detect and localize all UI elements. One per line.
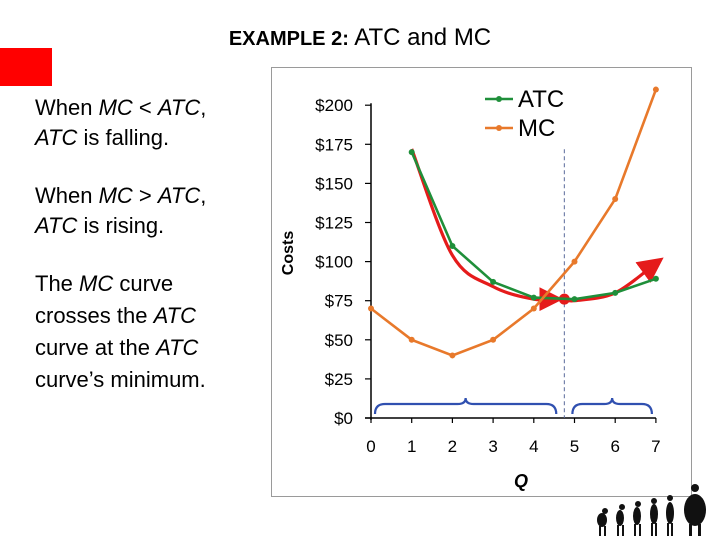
y-tick-label: $100 [315, 253, 353, 272]
page-title: EXAMPLE 2: ATC and MC [0, 24, 720, 52]
y-tick-label: $175 [315, 135, 353, 154]
atc-legend-marker [496, 96, 502, 102]
mc-point [652, 86, 659, 93]
y-tick-label: $25 [325, 370, 353, 389]
atc-point [612, 289, 619, 296]
range-brace [571, 397, 653, 415]
range-brace [373, 397, 558, 415]
atc-series-line [410, 151, 657, 301]
atc-trend-curve [410, 148, 664, 303]
atc-point [571, 296, 578, 303]
legend-box [487, 86, 575, 148]
x-tick-label: 7 [651, 437, 660, 456]
statement-mc-below-atc: When MC < ATC, ATC is falling. [35, 95, 207, 150]
atc-point [408, 149, 415, 156]
mc-series-line [370, 89, 658, 357]
mc-point [612, 196, 619, 203]
y-tick-label: $75 [325, 292, 353, 311]
mc-point [571, 258, 578, 265]
mc-point [530, 305, 537, 312]
y-tick-label: $150 [315, 174, 353, 193]
title-prefix: EXAMPLE 2: [228, 28, 349, 50]
accent-square [0, 48, 52, 86]
title-text: ATC and MC [354, 24, 492, 51]
atc-point [490, 278, 497, 285]
mc-point [408, 336, 415, 343]
x-axis-label: Q [514, 471, 528, 491]
atc-point [530, 294, 537, 301]
y-tick-label: $200 [315, 96, 353, 115]
x-tick-label: 1 [407, 437, 416, 456]
y-tick-label: $50 [325, 331, 353, 350]
evolution-icon [597, 484, 706, 536]
x-tick-label: 6 [610, 437, 619, 456]
x-tick-label: 4 [529, 437, 538, 456]
mc-legend-label: MC [518, 115, 555, 142]
mc-point [449, 352, 456, 359]
mc-legend-marker [496, 125, 502, 131]
mc-point [368, 305, 374, 312]
statement-mc-above-atc: When MC > ATC, ATC is rising. [35, 183, 207, 238]
y-axis-label: Costs [280, 231, 297, 276]
atc-point [652, 275, 659, 282]
mc-point [490, 336, 497, 343]
y-tick-label: $0 [334, 409, 353, 428]
atc-point [449, 242, 456, 249]
x-tick-label: 5 [570, 437, 579, 456]
x-tick-label: 3 [488, 437, 497, 456]
y-tick-label: $125 [315, 214, 353, 233]
x-tick-label: 0 [366, 437, 375, 456]
statement-mc-crosses-minimum: The MC curve crosses the ATC curve at th… [35, 271, 206, 392]
x-tick-label: 2 [448, 437, 457, 456]
atc-legend-label: ATC [518, 86, 564, 113]
